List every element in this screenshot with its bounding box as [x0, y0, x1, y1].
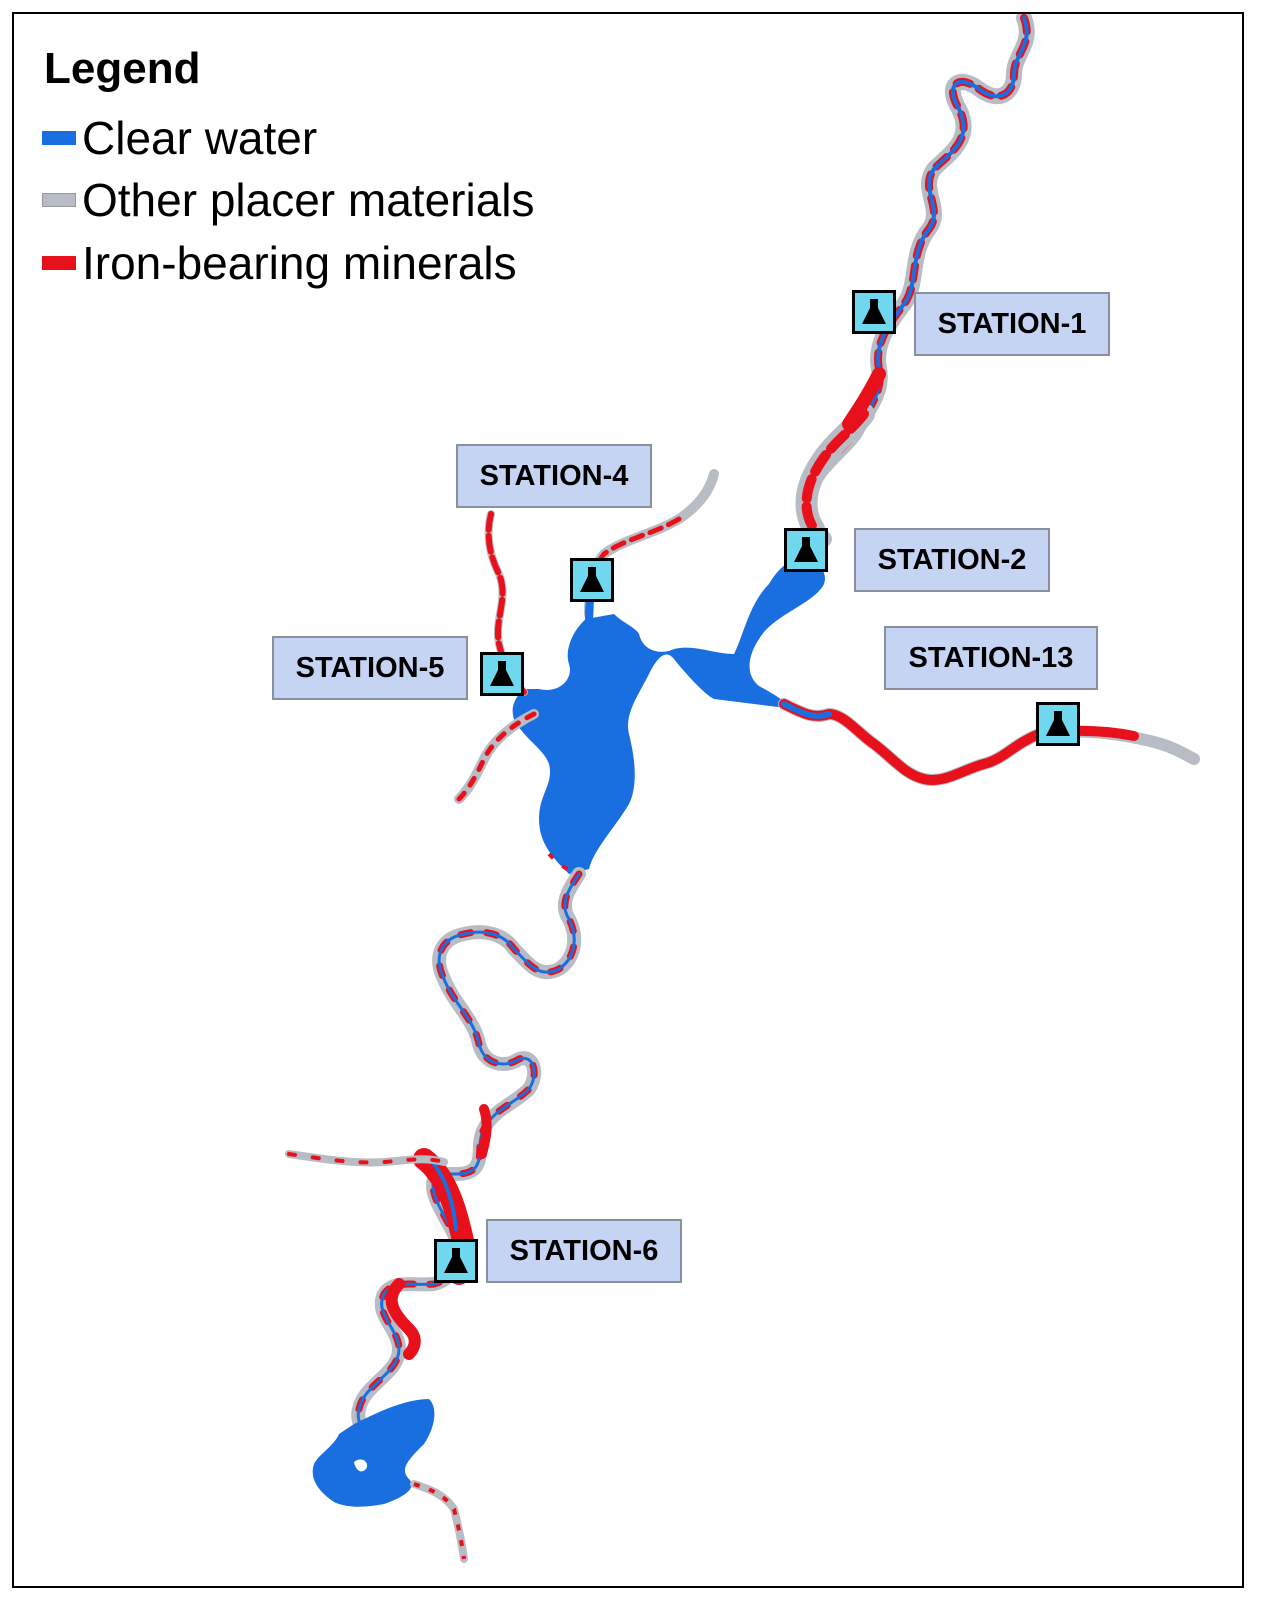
upper-river-channel [795, 14, 1035, 547]
station-1-marker[interactable] [852, 290, 896, 334]
flask-icon [444, 1248, 468, 1273]
east-tributary [778, 698, 1200, 786]
southwest-tributary [285, 1150, 448, 1167]
lower-river-channel [351, 867, 586, 1451]
flask-icon [862, 299, 886, 324]
legend-label: Iron-bearing minerals [82, 237, 517, 289]
legend-item-placer: Other placer materials [42, 172, 535, 228]
legend-swatch-red [42, 256, 76, 270]
reservoir-west-arm [604, 622, 639, 642]
flask-icon [580, 567, 604, 592]
lower-river-water [356, 872, 581, 1446]
station-13-marker[interactable] [1036, 702, 1080, 746]
reservoir [512, 559, 825, 876]
map-frame: Legend Clear water Other placer material… [12, 12, 1244, 1588]
flask-icon [794, 537, 818, 562]
station-6-marker[interactable] [434, 1239, 478, 1283]
flask-icon [1046, 711, 1070, 736]
legend-swatch-blue [42, 131, 76, 145]
station-5-marker[interactable] [480, 652, 524, 696]
southern-lake [312, 1399, 468, 1563]
legend-title: Legend [44, 44, 201, 93]
station-4-marker[interactable] [570, 558, 614, 602]
station-1-label[interactable]: STATION-1 [914, 292, 1110, 356]
station-2-label[interactable]: STATION-2 [854, 528, 1050, 592]
station-6-label[interactable]: STATION-6 [486, 1219, 682, 1283]
legend-item-iron: Iron-bearing minerals [42, 235, 517, 291]
legend-swatch-gray [42, 193, 76, 207]
station-2-marker[interactable] [784, 528, 828, 572]
station-5-label[interactable]: STATION-5 [272, 636, 468, 700]
legend-label: Clear water [82, 112, 318, 164]
reservoir-water [512, 559, 825, 874]
legend-item-clear-water: Clear water [42, 110, 317, 166]
legend-label: Other placer materials [82, 174, 535, 226]
station-4-label[interactable]: STATION-4 [456, 444, 652, 508]
flask-icon [490, 661, 514, 686]
station-13-label[interactable]: STATION-13 [884, 626, 1098, 690]
